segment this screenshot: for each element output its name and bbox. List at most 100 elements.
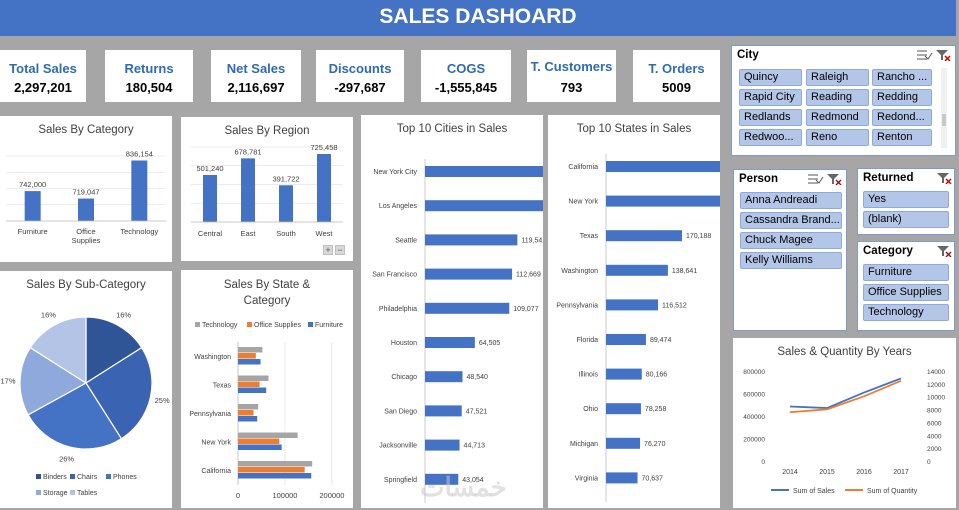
kpi-value: -297,687 [334,80,386,95]
x-tick-label: 2015 [819,469,835,476]
kpi-label: T. Orders [648,61,705,76]
data-label: 47,521 [466,408,488,415]
series-line-sum-of-quantity [789,379,902,414]
city-item-redondo[interactable]: Redond... [872,109,932,126]
pie-slice-phones [27,382,123,450]
zoom-in-button[interactable]: + [323,245,333,255]
bar-jacksonville [425,439,460,451]
category-label: Florida [577,337,599,344]
right-tick-label: 10000 [927,395,945,402]
category-label: Texas [580,233,599,240]
right-tick-label: 0 [927,459,931,466]
tick-label: 100000 [272,491,297,500]
legend-swatch [106,474,111,479]
returned-slicer: Returned Yes (blank) [857,168,955,235]
returned-item-yes[interactable]: Yes [863,191,949,208]
city-slicer: City Quincy Raleigh Rancho ... Rapid Cit… [731,45,956,156]
category-label: California [568,164,598,171]
kpi-customers: T. Customers 793 [527,50,616,102]
bar-office-supplies [78,198,94,221]
chart-top-states: Top 10 States in Sales California457,688… [548,115,720,508]
pie-slice-binders [85,316,143,385]
legend-label: Sum of Sales [793,488,835,495]
zoom-out-button[interactable]: − [335,245,345,255]
kpi-label: COGS [446,61,486,76]
person-item-kelly[interactable]: Kelly Williams [740,252,842,269]
data-label: 725,458 [310,143,337,152]
category-item-furniture[interactable]: Furniture [863,264,949,281]
city-item-quincy[interactable]: Quincy [739,69,802,86]
category-item-office-supplies[interactable]: Office Supplies [863,284,949,301]
kpi-cogs: COGS -1,555,845 [421,50,511,102]
scrollbar-thumb[interactable] [942,114,946,126]
data-label: 76,270 [644,441,666,448]
city-item-rancho[interactable]: Rancho ... [872,69,932,86]
city-item-redwood[interactable]: Redwoo... [739,129,802,146]
clear-filter-icon[interactable] [827,174,842,185]
multi-select-icon[interactable] [808,174,824,184]
slicer-title: Returned [863,172,914,184]
city-item-redlands[interactable]: Redlands [739,109,802,126]
chart-sales-by-category: Sales By Category 742,000 Furniture 719,04… [0,116,172,262]
kpi-orders: T. Orders 5009 [633,50,720,102]
bar-illinois [606,368,642,380]
slice-label: 16% [41,311,56,320]
data-label: 109,077 [513,306,538,313]
bar-new-york-city [425,166,543,177]
city-item-reading[interactable]: Reading [806,89,869,106]
category-label: West [316,229,334,238]
legend-label: Tables [77,490,98,497]
clear-filter-icon[interactable] [937,246,952,257]
bar-office-supplies [238,438,280,444]
slicer-title: Person [739,173,778,185]
category-item-technology[interactable]: Technology [863,304,949,321]
chart-title: Top 10 Cities in Sales [396,123,508,135]
city-scrollbar[interactable] [941,68,947,148]
clear-filter-icon[interactable] [937,173,952,184]
data-label: 678,781 [234,147,261,156]
person-item-anna[interactable]: Anna Andreadi [740,192,842,209]
legend-swatch [247,322,252,327]
chart-title: Sales & Quantity By Years [777,346,912,358]
category-label: Houston [391,340,417,347]
returned-item-blank[interactable]: (blank) [863,211,949,228]
years-line-chart: 800000 600000 400000 200000 0 14000 12000 10000… [743,369,945,495]
legend-swatch [70,490,75,495]
person-slicer: Person Anna Andreadi Cassandra Brand... … [733,169,847,331]
category-label: Pennsylvania [189,411,231,418]
bar-springfield [425,473,459,485]
category-label: New York City [373,169,417,176]
left-tick-label: 0 [761,459,765,466]
city-item-renton[interactable]: Renton [872,129,932,146]
bar-houston [425,337,475,348]
city-item-redmond[interactable]: Redmond [806,109,869,126]
bar-furniture [238,444,282,450]
city-item-redding[interactable]: Redding [872,89,932,106]
category-label: Los Angeles [379,203,418,210]
data-label: 70,637 [642,475,664,482]
bar-pennsylvania [606,299,659,311]
slice-label: 25% [155,396,170,405]
bar-east [241,158,255,222]
state-category-bar-chart: Technology Office Supplies Furniture 0 10000… [189,322,344,500]
multi-select-icon[interactable] [917,50,933,60]
x-tick-label: 2014 [782,469,798,476]
city-item-raleigh[interactable]: Raleigh [806,69,869,86]
city-item-reno[interactable]: Reno [806,129,869,146]
bar-south [279,185,293,222]
category-label: Illinois [579,372,599,379]
city-item-rapid-city[interactable]: Rapid City [739,89,802,106]
bar-san-francisco [425,268,513,280]
person-item-cassandra[interactable]: Cassandra Brand... [740,212,842,229]
bar-los-angeles [425,200,543,212]
kpi-label: Discounts [328,61,392,76]
legend-swatch [36,490,41,495]
bar-seattle [425,234,518,246]
category-label: Furniture [18,227,48,236]
person-item-chuck[interactable]: Chuck Magee [740,232,842,249]
bar-new-york [606,195,720,207]
clear-filter-icon[interactable] [936,50,951,61]
bar-furniture [238,387,267,393]
bar-office-supplies [238,353,256,359]
left-tick-label: 200000 [743,437,765,444]
